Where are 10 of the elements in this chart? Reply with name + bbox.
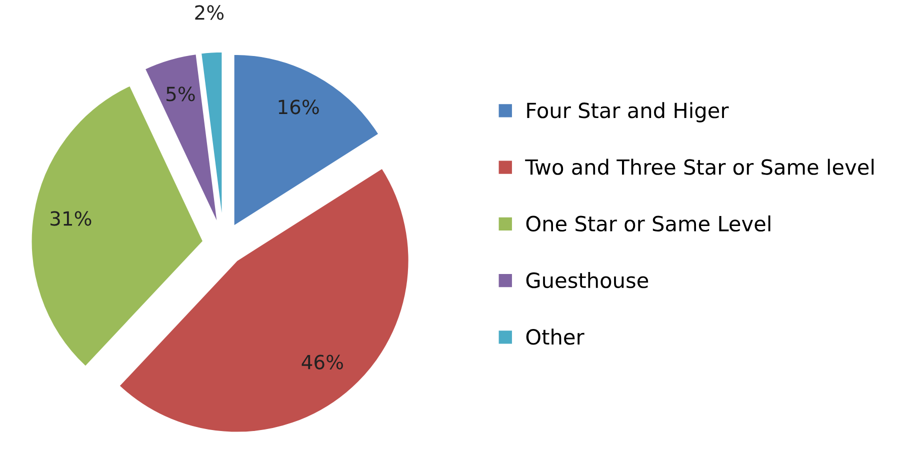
- data-label: 46%: [302, 354, 343, 370]
- data-label: 16%: [278, 100, 319, 114]
- data-label: 5%: [166, 86, 195, 102]
- data-label: 2%: [195, 5, 224, 20]
- legend-label: Guesthouse: [526, 272, 648, 288]
- legend-label: Two and Three Star or Same level: [525, 158, 874, 175]
- data-label: 31%: [50, 211, 92, 226]
- legend-label: Four Star and Higer: [527, 102, 729, 122]
- legend-label: One Star or Same Level: [526, 215, 770, 232]
- legend-label: Other: [526, 328, 584, 345]
